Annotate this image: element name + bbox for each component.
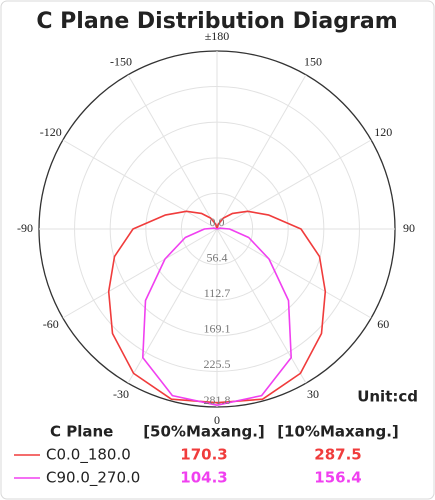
grid-spoke [62,228,218,319]
angle-tick-label: -150 [110,54,132,68]
table-header: C Plane [50,423,113,441]
grid-spoke [216,228,372,319]
angle-tick-label: 0 [214,413,220,427]
summary-value: 170.3 [180,446,227,464]
angle-tick-label: -60 [43,317,59,331]
grid-spoke [127,74,218,230]
radial-tick-label: 0.0 [210,215,225,229]
angle-tick-label: 120 [374,125,392,139]
table-header: [50%Maxang.] [143,423,265,441]
angle-tick-label: ±180 [205,29,230,43]
radial-tick-label: 169.1 [204,322,231,336]
grid-spoke [216,74,307,230]
chart-title: C Plane Distribution Diagram [36,9,397,34]
summary-value: 287.5 [314,446,361,464]
series-curve [142,227,292,406]
legend-label: C90.0_270.0 [46,469,140,488]
grid-spoke [216,139,372,230]
angle-tick-label: -30 [113,387,129,401]
legend-label: C0.0_180.0 [46,446,131,465]
angle-tick-label: 60 [377,317,389,331]
unit-label: Unit:cd [357,388,418,406]
angle-tick-label: 30 [307,387,319,401]
angle-tick-label: -120 [40,125,62,139]
radial-tick-label: 112.7 [204,286,231,300]
summary-value: 156.4 [314,469,361,487]
summary-value: 104.3 [180,469,227,487]
grid-spoke [62,139,218,230]
angle-tick-label: -90 [17,221,33,235]
table-header: [10%Maxang.] [277,423,399,441]
angle-tick-label: 90 [403,221,415,235]
radial-tick-label: 225.5 [204,357,231,371]
series-curve [107,210,327,404]
radial-tick-label: 281.8 [204,393,231,407]
angle-tick-label: 150 [304,54,322,68]
radial-tick-label: 56.4 [207,250,228,264]
